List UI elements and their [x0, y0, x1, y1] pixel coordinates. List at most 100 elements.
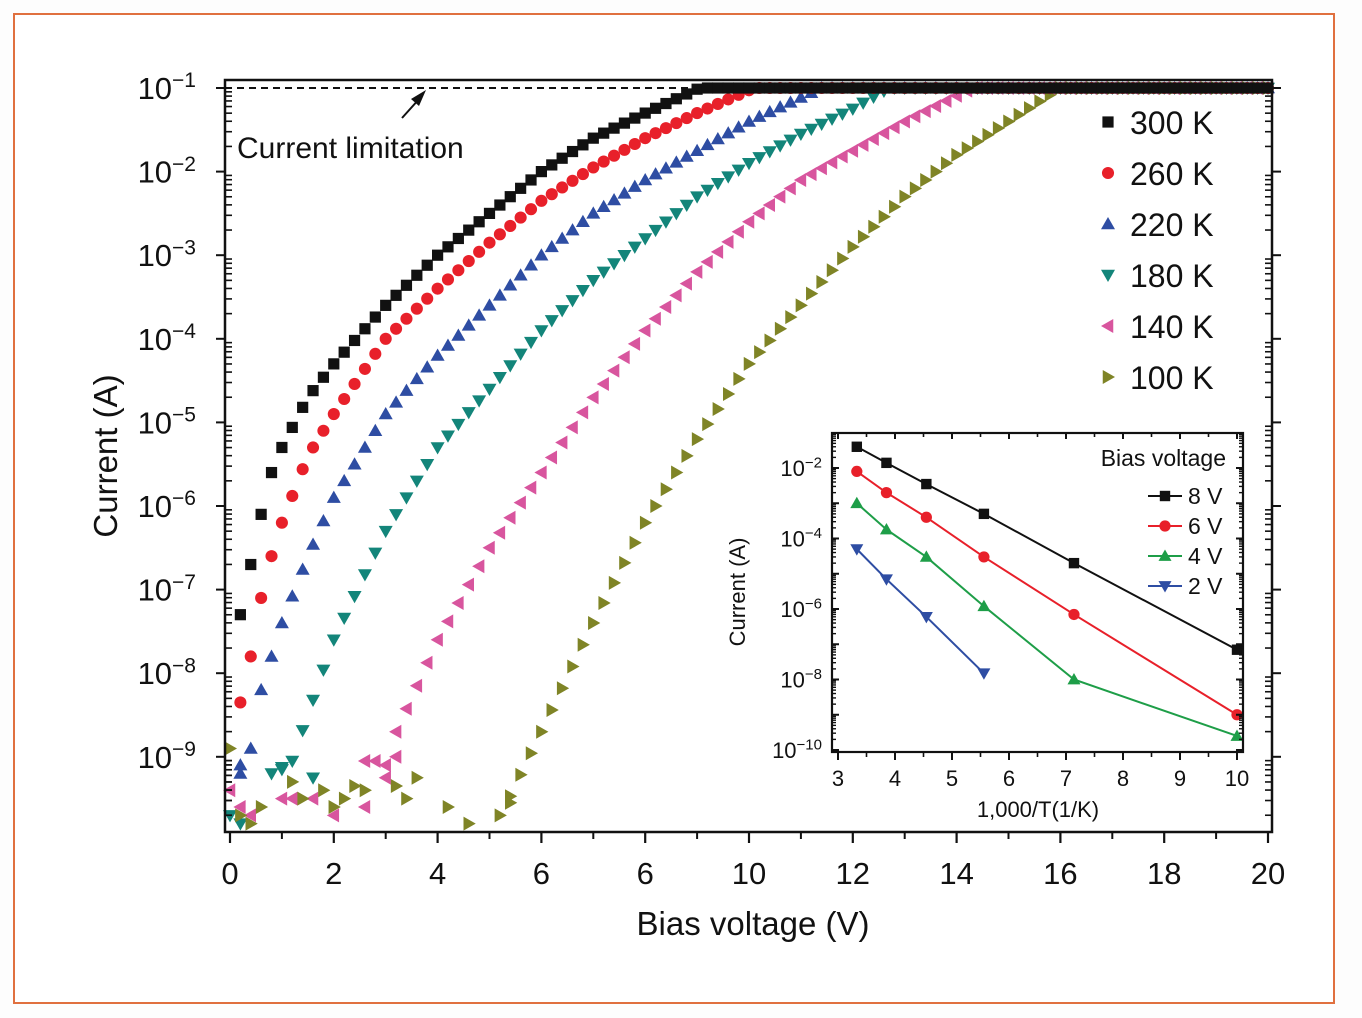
data-point	[431, 282, 444, 295]
data-point	[845, 143, 859, 158]
triangle-left-marker-icon	[1101, 319, 1114, 333]
noise-point	[411, 770, 424, 785]
data-point	[752, 152, 767, 165]
data-point	[472, 308, 487, 321]
data-point	[783, 95, 798, 108]
data-point	[670, 117, 683, 130]
data-point	[544, 315, 559, 328]
data-point	[546, 702, 559, 717]
data-point	[326, 634, 341, 647]
data-point	[482, 298, 497, 311]
data-point	[451, 418, 466, 432]
data-point	[244, 650, 257, 663]
data-point	[598, 127, 610, 139]
noise-point	[442, 799, 455, 814]
data-point	[804, 123, 819, 136]
data-point	[286, 489, 299, 503]
noise-point	[338, 791, 352, 806]
data-point	[513, 348, 528, 361]
data-point	[638, 172, 653, 186]
inset-x-axis-title: 1,000/T(1/K)	[977, 797, 1099, 822]
inset-y-tick-label: 10−10	[772, 737, 822, 763]
square-marker-icon	[1102, 116, 1114, 128]
data-point	[337, 612, 352, 626]
data-point	[368, 547, 383, 560]
data-point	[379, 332, 392, 345]
data-point	[762, 146, 777, 159]
data-point	[472, 559, 485, 574]
y-tick-label: 10−6	[138, 487, 196, 524]
data-point	[691, 83, 703, 95]
data-point	[452, 264, 465, 277]
circle-marker-icon	[1101, 166, 1115, 180]
noise-point	[494, 808, 507, 823]
main-y-ticks: 10−1 10−2 10−3 10−4 10−5 10−6 10−7 10−8 10−9	[138, 69, 1281, 817]
x-tick-label: 12	[836, 856, 870, 891]
main-x-axis-title: Bias voltage (V)	[637, 905, 870, 942]
data-point	[1013, 107, 1026, 122]
data-point	[567, 659, 580, 674]
data-point	[411, 269, 423, 281]
noise-point	[328, 799, 341, 814]
inset-data-point	[921, 478, 932, 490]
data-point	[390, 289, 402, 301]
inset-x-tick-label: 3	[832, 766, 844, 791]
data-point	[773, 100, 788, 113]
data-point	[814, 161, 827, 176]
data-point	[306, 537, 321, 550]
data-point	[254, 682, 269, 696]
inset-data-point	[850, 544, 864, 556]
main-x-ticks: 0 2 4 6 6 10 12 14 16 18 20	[221, 832, 1285, 891]
data-point	[899, 82, 911, 94]
data-point	[534, 465, 547, 480]
data-point	[940, 156, 954, 171]
data-point	[1189, 82, 1201, 94]
data-point	[265, 550, 278, 563]
inset-y-ticks: 10−2 10−4 10−6 10−8 10−10	[772, 433, 1243, 763]
data-point	[274, 616, 289, 629]
data-point	[722, 386, 736, 401]
inset-legend-label: 6 V	[1188, 513, 1223, 539]
data-point	[399, 383, 414, 396]
data-point	[897, 114, 910, 129]
inset-data-point	[879, 574, 893, 586]
circle-marker-icon	[1159, 520, 1171, 532]
noise-point	[359, 783, 372, 798]
data-point	[534, 248, 549, 261]
data-point	[608, 122, 620, 134]
data-point	[389, 395, 404, 408]
data-point	[566, 145, 579, 158]
data-point	[307, 385, 319, 397]
data-point	[607, 363, 620, 378]
noise-point	[378, 770, 391, 785]
main-chart: 10−1 10−2 10−3 10−4 10−5 10−6 10−7 10−8 10−9 0 2 4…	[87, 69, 1285, 942]
data-point	[951, 82, 963, 94]
data-point	[866, 91, 881, 104]
data-point	[234, 696, 247, 709]
data-point	[306, 441, 320, 454]
data-point	[297, 401, 309, 413]
data-point	[793, 128, 808, 141]
data-point	[691, 432, 705, 447]
data-point	[555, 305, 570, 318]
data-point	[483, 207, 496, 219]
data-point	[473, 245, 486, 258]
data-point	[369, 347, 382, 360]
data-point	[358, 362, 371, 375]
y-tick-label: 10−3	[138, 236, 196, 273]
data-point	[669, 155, 684, 168]
data-point	[607, 193, 622, 206]
data-point	[837, 251, 850, 266]
noise-point	[233, 818, 248, 831]
data-point	[887, 120, 900, 135]
inset-y-axis-title: Current (A)	[725, 538, 750, 647]
data-point	[556, 681, 570, 696]
data-point	[596, 266, 611, 279]
data-point	[733, 371, 746, 386]
data-point	[597, 155, 610, 168]
data-point	[544, 450, 558, 465]
data-point	[306, 694, 321, 707]
inset-data-point	[1068, 608, 1080, 621]
data-point	[710, 244, 724, 259]
data-point	[972, 134, 985, 149]
